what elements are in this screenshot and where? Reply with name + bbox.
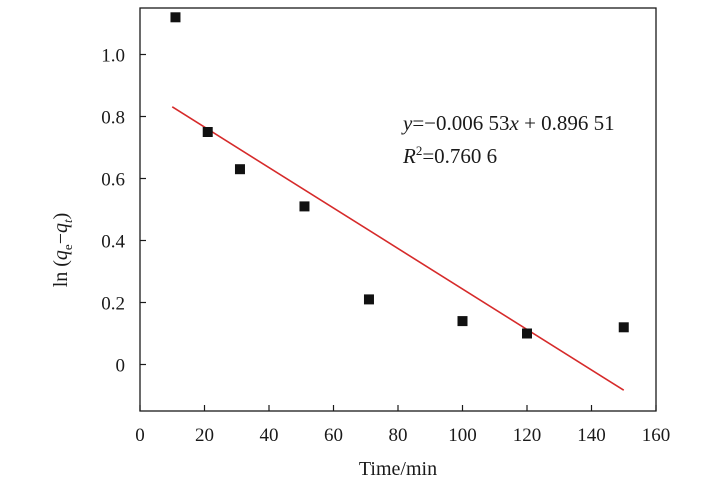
x-axis: 0 20 40 60 80 100 120 140 160 [135, 405, 670, 446]
y-axis-label: ln (qe−qt) [50, 213, 75, 288]
data-point [522, 328, 532, 339]
y-tick-label: 0 [116, 356, 126, 377]
x-tick-label: 140 [577, 425, 606, 446]
data-point [202, 127, 213, 137]
x-tick-label: 100 [448, 425, 477, 446]
y-axis: 0 0.2 0.4 0.6 0.8 1.0 [101, 46, 146, 377]
data-point [457, 316, 468, 327]
data-point [299, 201, 310, 212]
data-point [618, 322, 629, 333]
y-tick-label: 0.4 [101, 232, 125, 253]
fit-equation: y=−0.006 53x + 0.896 51 [401, 111, 615, 135]
x-tick-label: 0 [135, 425, 145, 446]
data-points [170, 12, 629, 339]
plot-frame [139, 7, 657, 412]
data-point [363, 294, 374, 305]
x-tick-label: 160 [642, 425, 671, 446]
plot-border [139, 7, 657, 412]
y-tick-label: 0.6 [101, 170, 125, 191]
x-tick-label: 20 [195, 425, 214, 446]
data-point [170, 12, 181, 23]
x-tick-label: 60 [324, 425, 343, 446]
y-tick-label: 0.8 [101, 108, 125, 129]
fit-line [171, 106, 625, 391]
y-tick-label: 1.0 [101, 46, 125, 67]
y-axis-label-text: ln (qe−qt) [50, 213, 75, 288]
x-tick-label: 40 [260, 425, 279, 446]
y-tick-label: 0.2 [101, 294, 125, 315]
data-point [234, 164, 245, 175]
x-tick-label: 120 [513, 425, 542, 446]
x-axis-label: Time/min [359, 458, 437, 480]
r-squared: R2=0.760 6 [402, 143, 497, 168]
x-tick-label: 80 [389, 425, 408, 446]
